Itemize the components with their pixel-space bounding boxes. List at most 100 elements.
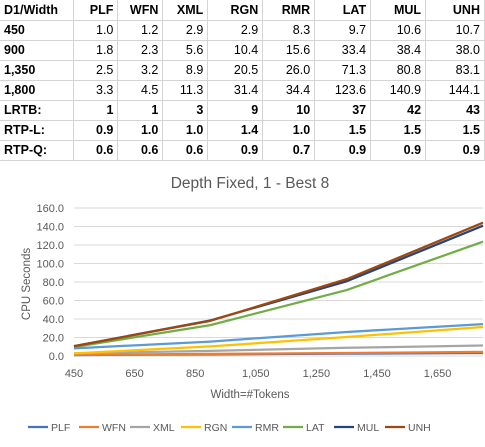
table-cell: 38.4 — [370, 40, 427, 61]
series-line-rgn — [73, 325, 484, 355]
table-cell: 43 — [425, 100, 485, 121]
series-line-xml — [73, 344, 484, 355]
column-header: LAT — [314, 0, 372, 21]
table-cell: 10.6 — [370, 20, 427, 41]
table-cell: 0.7 — [262, 140, 316, 161]
series-line-wfn — [73, 350, 484, 357]
table-row: 1,800 3.3 4.5 11.3 31.4 34.4 123.6 140.9 144.1 — [0, 80, 485, 101]
x-tick-label: 1,250 — [303, 368, 331, 380]
table-cell: 0.9 — [370, 140, 427, 161]
table-cell: 1.8 — [73, 40, 119, 61]
table-cell: 1.5 — [370, 120, 427, 141]
y-tick-label: 20.0 — [43, 333, 64, 345]
table-cell: 26.0 — [262, 60, 316, 81]
table-cell: 10.4 — [207, 40, 264, 61]
y-tick-label: 140.0 — [36, 222, 64, 234]
table-cell: 1.0 — [73, 20, 119, 41]
table-cell: 37 — [314, 100, 372, 121]
table-cell: 8.9 — [162, 60, 209, 81]
table-cell: 42 — [370, 100, 427, 121]
x-tick-label: 1,450 — [363, 368, 391, 380]
row-label: RTP-Q: — [0, 140, 75, 161]
table-cell: 38.0 — [425, 40, 485, 61]
table-cell: 1 — [73, 100, 119, 121]
column-header: WFN — [117, 0, 164, 21]
table-cell: 1.5 — [314, 120, 372, 141]
column-header: PLF — [73, 0, 119, 21]
table-cell: 71.3 — [314, 60, 372, 81]
series-line-unh — [73, 221, 484, 348]
table-cell: 1.0 — [262, 120, 316, 141]
table-cell: 0.6 — [162, 140, 209, 161]
row-label: 1,350 — [0, 60, 75, 81]
table-cell: 15.6 — [262, 40, 316, 61]
row-label: 900 — [0, 40, 75, 61]
y-tick-label: 0.0 — [49, 351, 64, 363]
x-tick-labels: 450 650 850 1,050 1,250 1,450 1,650 — [65, 368, 452, 380]
data-table: D1/Width PLF WFN XML RGN RMR LAT MUL UNH 450 1.0 1.… — [0, 0, 485, 161]
table-cell: 33.4 — [314, 40, 372, 61]
table-cell: 80.8 — [370, 60, 427, 81]
table-cell: 0.6 — [73, 140, 119, 161]
table-row: RTP-L: 0.9 1.0 1.0 1.4 1.0 1.5 1.5 1.5 — [0, 120, 485, 141]
series-line-lat — [73, 240, 484, 349]
table-cell: 83.1 — [425, 60, 485, 81]
legend-label-mul: MUL — [357, 422, 379, 434]
table-row: 900 1.8 2.3 5.6 10.4 15.6 33.4 38.4 38.0 — [0, 40, 485, 61]
row-label: LRTB: — [0, 100, 75, 121]
y-axis-title: CPU Seconds — [21, 248, 33, 320]
legend-label-unh: UNH — [408, 422, 431, 434]
table-cell: 0.9 — [207, 140, 264, 161]
y-tick-labels: 0.0 20.0 40.0 60.0 80.0 100.0 120.0 140.0 160.0 — [36, 203, 64, 363]
table-cell: 144.1 — [425, 80, 485, 101]
table-row: 1,350 2.5 3.2 8.9 20.5 26.0 71.3 80.8 83.1 — [0, 60, 485, 81]
y-tick-label: 120.0 — [36, 240, 64, 252]
table-cell: 0.9 — [425, 140, 485, 161]
table-cell: 8.3 — [262, 20, 316, 41]
table-cell: 4.5 — [117, 80, 164, 101]
table-cell: 10.7 — [425, 20, 485, 41]
x-tick-label: 650 — [125, 368, 143, 380]
column-header: RGN — [207, 0, 264, 21]
table-cell: 1.5 — [425, 120, 485, 141]
table-cell: 31.4 — [207, 80, 264, 101]
table-cell: 2.9 — [207, 20, 264, 41]
table-cell: 1.4 — [207, 120, 264, 141]
y-tick-label: 160.0 — [36, 203, 64, 215]
table-cell: 1.2 — [117, 20, 164, 41]
table-cell: 11.3 — [162, 80, 209, 101]
row-label: RTP-L: — [0, 120, 75, 141]
legend-label-wfn: WFN — [102, 422, 126, 434]
row-label: 1,800 — [0, 80, 75, 101]
table-cell: 0.9 — [314, 140, 372, 161]
x-tick-label: 850 — [186, 368, 204, 380]
x-tick-label: 1,650 — [424, 368, 452, 380]
table-cell: 2.3 — [117, 40, 164, 61]
table-header-row: D1/Width PLF WFN XML RGN RMR LAT MUL UNH — [0, 0, 485, 21]
legend-label-plf: PLF — [51, 422, 70, 434]
table-cell: 9 — [207, 100, 264, 121]
table-row: 450 1.0 1.2 2.9 2.9 8.3 9.7 10.6 10.7 — [0, 20, 485, 41]
table-cell: 5.6 — [162, 40, 209, 61]
series-lines — [73, 221, 484, 357]
table-cell: 1.0 — [162, 120, 209, 141]
chart-title: Depth Fixed, 1 - Best 8 — [171, 175, 330, 192]
legend-label-xml: XML — [153, 422, 175, 434]
table-cell: 3 — [162, 100, 209, 121]
table-cell: 0.6 — [117, 140, 164, 161]
table-row: LRTB: 1 1 3 9 10 37 42 43 — [0, 100, 485, 121]
table-cell: 2.9 — [162, 20, 209, 41]
column-header: MUL — [370, 0, 427, 21]
x-tick-label: 450 — [65, 368, 83, 380]
column-header: UNH — [425, 0, 485, 21]
x-axis-title: Width=#Tokens — [211, 389, 290, 401]
legend: PLF WFN XML RGN RMR LAT MUL UNH — [28, 422, 431, 434]
table-cell: 10 — [262, 100, 316, 121]
row-label: 450 — [0, 20, 75, 41]
table-cell: 140.9 — [370, 80, 427, 101]
y-tick-label: 80.0 — [43, 277, 64, 289]
y-tick-label: 60.0 — [43, 296, 64, 308]
y-tick-label: 40.0 — [43, 314, 64, 326]
table-cell: 34.4 — [262, 80, 316, 101]
table-cell: 20.5 — [207, 60, 264, 81]
